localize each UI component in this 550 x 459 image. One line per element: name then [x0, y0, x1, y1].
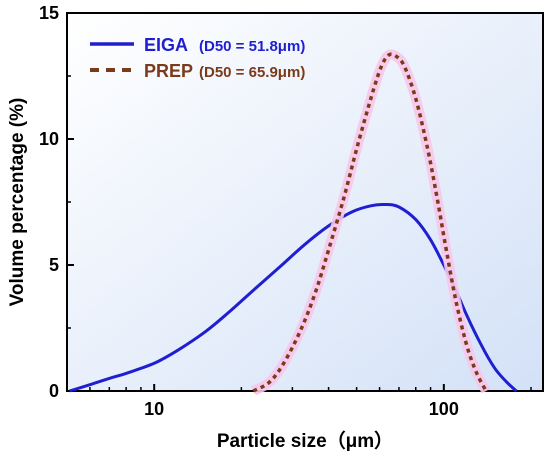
y-tick-label: 0 [49, 381, 59, 401]
y-axis-title: Volume percentage (%) [7, 98, 28, 307]
series-line-eiga [69, 202, 518, 393]
y-tick-label: 15 [39, 3, 59, 23]
x-tick-label: 10 [144, 399, 164, 419]
legend-label-eiga: EIGA [144, 35, 188, 55]
series-line-prep [252, 52, 488, 393]
series-group [69, 49, 518, 396]
x-tick-label: 100 [429, 399, 459, 419]
legend-d50-prep: (D50 = 65.9μm) [199, 64, 305, 81]
y-tick-label: 10 [39, 129, 59, 149]
legend-label-prep: PREP [144, 61, 193, 81]
legend: EIGA (D50 = 51.8μm) PREP (D50 = 65.9μm) [90, 35, 305, 81]
x-axis-title: Particle size（μm） [217, 429, 393, 452]
legend-d50-eiga: (D50 = 51.8μm) [199, 38, 305, 55]
y-tick-label: 5 [49, 255, 59, 275]
